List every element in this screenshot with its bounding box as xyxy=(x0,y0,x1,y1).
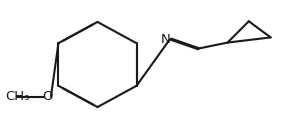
Text: O: O xyxy=(42,90,53,103)
Text: CH₃: CH₃ xyxy=(5,90,30,103)
Text: N: N xyxy=(161,33,171,46)
